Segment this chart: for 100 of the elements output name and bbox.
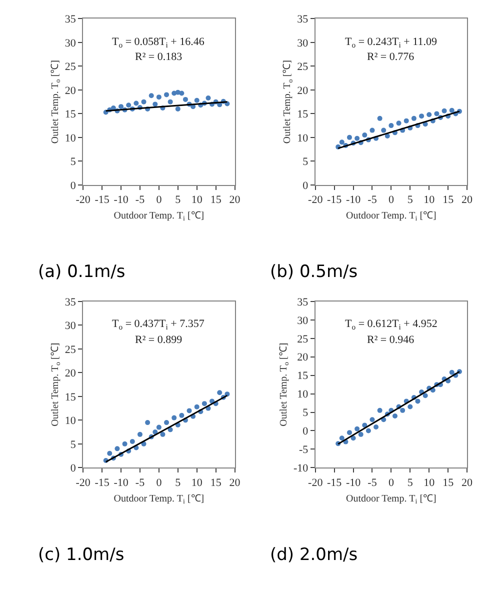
annotation: T$_{o}$ = 0.437T$_{i}$ + 7.357 (112, 318, 205, 332)
point (339, 436, 344, 441)
y-tick-label: 20 (297, 352, 309, 364)
point (396, 120, 402, 126)
x-tick-label: -5 (368, 194, 378, 206)
y-tick-label: 30 (297, 314, 309, 327)
point (126, 102, 132, 108)
x-tick-label: 0 (388, 476, 394, 489)
point (350, 436, 356, 441)
y-tick-label: 30 (64, 320, 76, 332)
point (122, 441, 128, 446)
x-tick-label: -15 (94, 194, 110, 206)
x-tick-label: -5 (135, 476, 146, 489)
point (434, 111, 440, 116)
point (377, 116, 382, 121)
y-tick-label: 25 (64, 61, 76, 74)
y-tick-label: 0 (70, 462, 76, 475)
point (354, 426, 360, 432)
point (217, 390, 222, 396)
y-tick-label: -10 (293, 462, 309, 475)
y-tick-label: 35 (297, 296, 309, 308)
point (346, 430, 352, 436)
x-tick-label: 15 (442, 476, 454, 489)
point (130, 439, 135, 444)
point (118, 104, 124, 110)
point (172, 415, 177, 420)
annotation: R² = 0.899 (135, 334, 183, 346)
point (419, 114, 424, 119)
point (381, 128, 386, 133)
x-axis-title: Outdoor Temp. T$_{i}$ [℃] (114, 493, 204, 506)
x-tick-label: 10 (191, 194, 203, 206)
point (408, 404, 413, 410)
x-axis-title: Outdoor Temp. T$_{i}$ [℃] (346, 210, 436, 223)
x-tick-label: 15 (442, 194, 454, 206)
y-tick-label: 5 (70, 156, 76, 168)
x-tick-label: -15 (94, 476, 110, 489)
point (362, 132, 368, 138)
point (370, 128, 375, 133)
point (152, 430, 158, 435)
text: (d) 2.0m/s (270, 545, 358, 565)
x-tick-label: -10 (346, 476, 362, 489)
point (164, 420, 170, 426)
annotation: R² = 0.946 (367, 334, 415, 346)
x-tick-label: 10 (424, 194, 436, 206)
x-tick-label: -15 (326, 476, 342, 489)
point (346, 134, 352, 140)
text: (b) 0.5m/s (270, 262, 358, 282)
point (114, 446, 120, 452)
text: (a) 0.1m/s (38, 262, 126, 282)
y-tick-label: 15 (64, 108, 76, 121)
y-tick-label: 25 (297, 333, 309, 346)
x-tick-label: -10 (114, 476, 129, 489)
x-tick-label: -20 (308, 194, 324, 206)
x-tick-label: 5 (407, 476, 414, 489)
point (194, 98, 200, 103)
x-tick-label: -10 (346, 194, 362, 206)
point (426, 112, 432, 118)
x-tick-label: 20 (462, 476, 474, 489)
point (137, 432, 142, 437)
x-tick-label: -20 (76, 194, 91, 206)
point (182, 96, 188, 102)
x-tick-label: -10 (114, 194, 129, 206)
y-tick-label: 30 (297, 37, 309, 50)
point (388, 123, 394, 128)
text: (c) 1.0m/s (38, 545, 124, 565)
point (362, 422, 368, 428)
x-tick-label: 20 (229, 476, 241, 489)
annotation: T$_{o}$ = 0.058T$_{i}$ + 16.46 (112, 36, 205, 50)
y-tick-label: 10 (297, 132, 309, 144)
point (358, 432, 364, 437)
point (339, 140, 344, 145)
y-tick-label: 15 (297, 370, 309, 382)
y-tick-label: 5 (70, 438, 76, 451)
y-tick-label: 35 (64, 296, 76, 308)
y-tick-label: 10 (64, 415, 76, 428)
annotation: R² = 0.776 (367, 51, 415, 63)
y-tick-label: 5 (302, 156, 309, 168)
y-tick-label: 35 (64, 14, 76, 26)
y-tick-label: -5 (298, 444, 309, 456)
x-tick-label: 20 (229, 194, 241, 206)
point (392, 413, 398, 418)
x-tick-label: -5 (135, 194, 146, 206)
point (366, 428, 371, 434)
point (354, 136, 360, 141)
point (206, 96, 211, 101)
y-tick-label: 10 (64, 132, 76, 144)
point (377, 408, 382, 413)
y-tick-label: 20 (64, 368, 76, 380)
point (422, 393, 428, 398)
x-axis-title: Outdoor Temp. T$_{i}$ [℃] (114, 210, 204, 223)
point (370, 417, 375, 422)
point (384, 134, 390, 139)
annotation: T$_{o}$ = 0.612T$_{i}$ + 4.952 (345, 318, 438, 332)
point (168, 99, 173, 104)
point (411, 116, 416, 121)
point (107, 450, 112, 456)
point (404, 118, 409, 124)
y-tick-label: 20 (297, 84, 309, 97)
x-tick-label: 0 (388, 194, 394, 206)
point (186, 408, 192, 414)
